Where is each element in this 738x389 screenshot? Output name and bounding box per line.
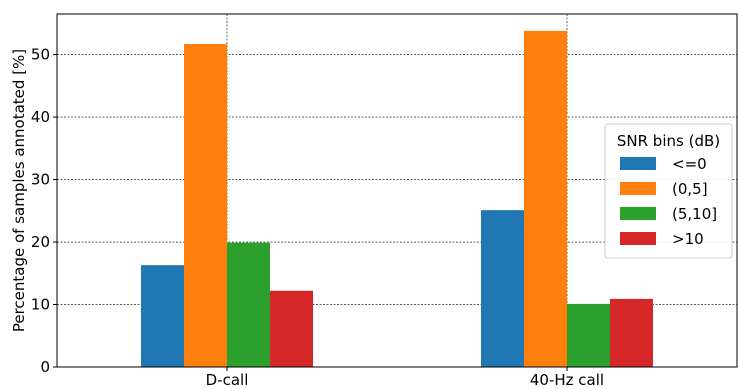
x-tick-label: 40-Hz call bbox=[530, 371, 604, 389]
x-tick-label: D-call bbox=[206, 371, 249, 389]
legend-swatch bbox=[620, 207, 656, 220]
y-tick-label: 0 bbox=[40, 358, 50, 376]
bar bbox=[524, 30, 567, 368]
y-axis: 0 10 20 30 40 50 bbox=[31, 46, 57, 376]
legend-entry: <=0 bbox=[672, 155, 707, 173]
legend-swatch bbox=[620, 182, 656, 195]
bar bbox=[141, 265, 184, 367]
bar bbox=[567, 303, 610, 367]
y-tick-label: 20 bbox=[31, 233, 50, 251]
bars bbox=[141, 30, 653, 368]
plot-frame bbox=[56, 13, 738, 368]
legend-entry: (0,5] bbox=[672, 180, 708, 198]
legend-swatch bbox=[620, 157, 656, 170]
bar bbox=[481, 210, 524, 367]
y-tick-label: 10 bbox=[31, 296, 50, 314]
bar bbox=[184, 43, 227, 367]
bar bbox=[227, 242, 270, 367]
x-axis: D-call 40-Hz call bbox=[206, 367, 604, 389]
legend-title: SNR bins (dB) bbox=[617, 132, 720, 150]
y-axis-label: Percentage of samples annotated [%] bbox=[10, 49, 28, 332]
bar bbox=[610, 298, 653, 367]
legend-entry: (5,10] bbox=[672, 205, 717, 223]
y-tick-label: 40 bbox=[31, 108, 50, 126]
y-tick-label: 30 bbox=[31, 171, 50, 189]
legend-swatch bbox=[620, 232, 656, 245]
bar bbox=[270, 290, 313, 367]
y-tick-label: 50 bbox=[31, 46, 50, 64]
legend: SNR bins (dB) <=0 (0,5] (5,10] >10 bbox=[604, 123, 733, 259]
legend-entry: >10 bbox=[672, 230, 704, 248]
